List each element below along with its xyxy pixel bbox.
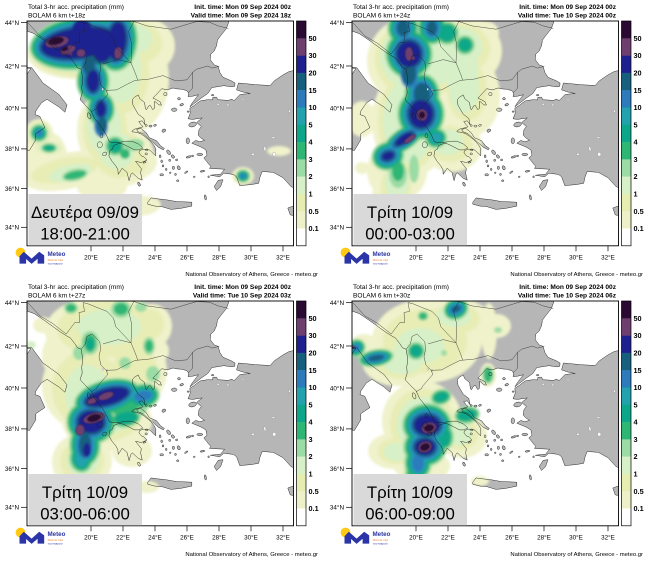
svg-text:03:00-06:00: 03:00-06:00	[40, 505, 130, 524]
svg-text:Valid time: Mon 09 Sep 2024 18: Valid time: Mon 09 Sep 2024 18z	[191, 13, 292, 20]
svg-text:National Observatory of Athens: National Observatory of Athens, Greece -…	[185, 272, 318, 278]
svg-text:Τρίτη 10/09: Τρίτη 10/09	[367, 203, 453, 222]
svg-text:Τρίτη 10/09: Τρίτη 10/09	[367, 483, 453, 502]
svg-text:BOLAM 6 km t+24z: BOLAM 6 km t+24z	[353, 13, 410, 20]
svg-text:BOLAM 6 km t+27z: BOLAM 6 km t+27z	[28, 293, 85, 300]
svg-text:Init. time: Mon 09 Sep 2024 00: Init. time: Mon 09 Sep 2024 00z	[194, 4, 291, 11]
svg-text:BOLAM 6 km t+30z: BOLAM 6 km t+30z	[353, 293, 410, 300]
svg-text:Total 3-hr acc. precipitation: Total 3-hr acc. precipitation (mm)	[28, 284, 124, 291]
svg-text:Init. time: Mon 09 Sep 2024 00: Init. time: Mon 09 Sep 2024 00z	[519, 4, 616, 11]
svg-text:Total 3-hr acc. precipitation: Total 3-hr acc. precipitation (mm)	[28, 4, 124, 11]
svg-text:Init. time: Mon 09 Sep 2024 00: Init. time: Mon 09 Sep 2024 00z	[519, 284, 616, 291]
svg-text:06:00-09:00: 06:00-09:00	[365, 505, 455, 524]
svg-text:18:00-21:00: 18:00-21:00	[40, 225, 130, 244]
svg-text:Total 3-hr acc. precipitation: Total 3-hr acc. precipitation (mm)	[353, 284, 449, 291]
svg-text:Valid time: Tue 10 Sep 2024 00: Valid time: Tue 10 Sep 2024 00z	[518, 13, 617, 20]
svg-text:Valid time: Tue 10 Sep 2024 06: Valid time: Tue 10 Sep 2024 06z	[518, 293, 617, 300]
svg-text:Init. time: Mon 09 Sep 2024 00: Init. time: Mon 09 Sep 2024 00z	[194, 284, 291, 291]
svg-text:Δευτέρα 09/09: Δευτέρα 09/09	[31, 203, 139, 222]
svg-text:Total 3-hr acc. precipitation: Total 3-hr acc. precipitation (mm)	[353, 4, 449, 11]
svg-text:00:00-03:00: 00:00-03:00	[365, 225, 455, 244]
svg-text:BOLAM 6 km t+18z: BOLAM 6 km t+18z	[28, 13, 85, 20]
svg-text:Τρίτη 10/09: Τρίτη 10/09	[42, 483, 128, 502]
svg-text:National Observatory of Athens: National Observatory of Athens, Greece -…	[510, 552, 643, 558]
svg-text:Valid time: Tue 10 Sep 2024 03: Valid time: Tue 10 Sep 2024 03z	[193, 293, 292, 300]
svg-text:National Observatory of Athens: National Observatory of Athens, Greece -…	[510, 272, 643, 278]
svg-text:National Observatory of Athens: National Observatory of Athens, Greece -…	[185, 552, 318, 558]
